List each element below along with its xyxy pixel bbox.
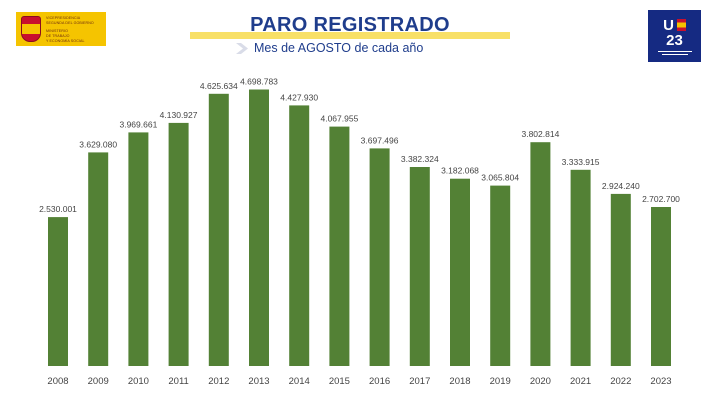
x-tick-label-2022: 2022 (610, 376, 631, 387)
bar-2021 (570, 169, 591, 366)
bar-2022 (610, 193, 631, 366)
data-label-2022: 2.924.240 (602, 181, 640, 191)
x-tick-label-2014: 2014 (289, 376, 310, 387)
logo-line (657, 50, 692, 52)
spanish-eu-presidency-logo: U 23 (648, 10, 701, 62)
data-label-2016: 3.697.496 (361, 135, 399, 145)
data-label-2023: 2.702.700 (642, 194, 680, 204)
chevron-right-icon (236, 43, 248, 54)
x-tick-label-2020: 2020 (530, 376, 551, 387)
data-label-2017: 3.382.324 (401, 154, 439, 164)
x-tick-label-2019: 2019 (490, 376, 511, 387)
logo-line (661, 53, 688, 55)
bar-2018 (450, 178, 470, 366)
bar-2015 (329, 126, 350, 366)
data-label-2008: 2.530.001 (39, 204, 77, 214)
coat-of-arms-icon (21, 16, 41, 42)
x-tick-label-2009: 2009 (88, 376, 109, 387)
spanish-flag-icon (676, 19, 686, 31)
data-label-2013: 4.698.783 (240, 77, 278, 87)
bar-2023 (651, 207, 671, 366)
x-tick-label-2015: 2015 (329, 376, 350, 387)
bar-2008 (48, 217, 68, 366)
x-tick-label-2017: 2017 (409, 376, 430, 387)
bar-2013 (249, 89, 269, 366)
title-highlight-band (190, 32, 510, 39)
data-label-2021: 3.333.915 (562, 157, 600, 167)
x-tick-label-2012: 2012 (208, 376, 229, 387)
bar-2012 (208, 93, 229, 367)
bar-2009 (88, 152, 109, 366)
bar-2010 (128, 132, 149, 366)
x-tick-label-2018: 2018 (449, 376, 470, 387)
data-label-2014: 4.427.930 (280, 92, 318, 102)
x-tick-label-2016: 2016 (369, 376, 390, 387)
x-tick-label-2011: 2011 (168, 376, 188, 387)
x-tick-label-2008: 2008 (47, 376, 68, 387)
bar-2011 (168, 122, 189, 367)
logo-letter: U (663, 16, 674, 34)
bar-2016 (369, 148, 390, 366)
bar-2020 (530, 142, 551, 366)
logo-number: 23 (666, 31, 683, 49)
government-logo: VICEPRESIDENCIA SEGUNDA DEL GOBIERNO MIN… (16, 12, 106, 46)
bar-2014 (289, 105, 310, 367)
data-label-2012: 4.625.634 (200, 81, 238, 91)
data-label-2010: 3.969.661 (119, 119, 157, 129)
government-logo-text: VICEPRESIDENCIA SEGUNDA DEL GOBIERNO MIN… (46, 15, 94, 43)
data-label-2009: 3.629.080 (79, 139, 117, 149)
data-label-2015: 4.067.955 (320, 114, 358, 124)
page-title: PARO REGISTRADO (250, 14, 450, 36)
data-label-2019: 3.065.804 (481, 173, 519, 183)
data-label-2011: 4.130.927 (160, 110, 198, 120)
x-tick-label-2023: 2023 (650, 376, 671, 387)
x-tick-label-2013: 2013 (248, 376, 269, 387)
data-label-2018: 3.182.068 (441, 166, 479, 176)
bar-2017 (409, 167, 430, 366)
bar-2019 (490, 185, 511, 366)
x-tick-label-2010: 2010 (128, 376, 149, 387)
data-label-2020: 3.802.814 (521, 129, 559, 139)
page-subtitle: Mes de AGOSTO de cada año (254, 41, 424, 55)
x-tick-label-2021: 2021 (570, 376, 591, 387)
